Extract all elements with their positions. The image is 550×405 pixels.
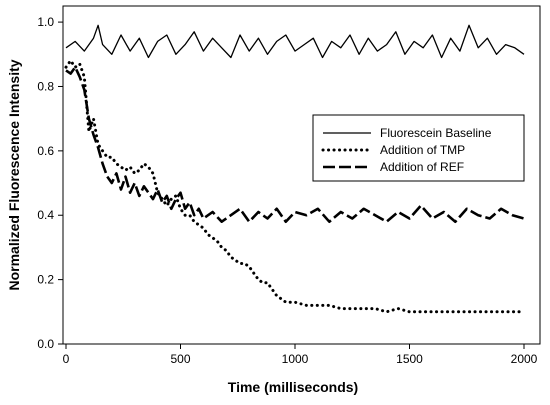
plot-frame (62, 5, 541, 345)
x-tick-label: 0 (63, 352, 70, 366)
y-tick-label: 0.6 (37, 144, 54, 158)
legend-label-ref: Addition of REF (380, 160, 464, 174)
legend-label-baseline: Fluorescein Baseline (380, 126, 492, 140)
y-tick-label: 0.8 (37, 79, 54, 93)
x-axis-title: Time (milliseconds) (228, 379, 358, 395)
y-tick-label: 0.0 (37, 337, 54, 351)
x-tick-label: 1500 (396, 352, 423, 366)
y-axis-title: Normalized Fluorescence Intensity (6, 59, 22, 290)
series-line-baseline (65, 24, 525, 59)
x-tick-label: 2000 (511, 352, 538, 366)
series-layer (64, 24, 526, 314)
series-line-ref (65, 65, 525, 223)
x-tick-label: 500 (170, 352, 190, 366)
y-tick-label: 0.4 (37, 208, 54, 222)
y-tick-label: 1.0 (37, 15, 54, 29)
series-line-tmp (64, 59, 526, 314)
legend-label-tmp: Addition of TMP (380, 143, 465, 157)
x-tick-label: 1000 (282, 352, 309, 366)
legend-box (312, 114, 525, 182)
legend: Fluorescein Baseline Addition of TMP Add… (312, 114, 525, 182)
y-tick-label: 0.2 (37, 273, 54, 287)
axis-ticks: 0 500 1000 1500 2000 0.0 0.2 0.4 0.6 0.8 1.0 (37, 15, 537, 366)
